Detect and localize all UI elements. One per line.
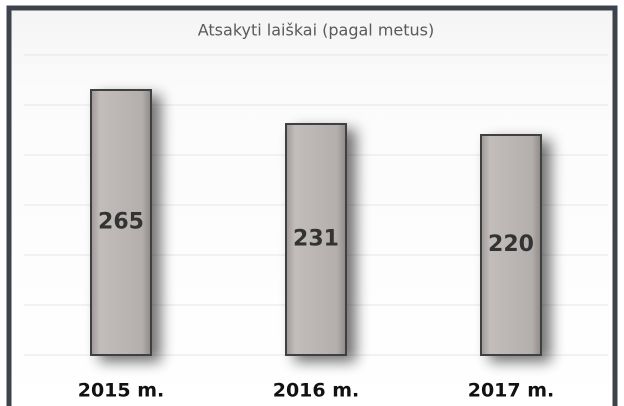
bar: [285, 123, 347, 356]
x-tick-label: 2017 m.: [468, 380, 555, 402]
chart-title: Atsakyti laiškai (pagal metus): [198, 21, 435, 40]
bar: [480, 134, 542, 356]
data-label: 265: [98, 210, 144, 235]
data-label: 220: [488, 232, 534, 257]
x-tick-label: 2015 m.: [78, 380, 165, 402]
data-label: 231: [293, 227, 339, 252]
x-tick-label: 2016 m.: [273, 380, 360, 402]
bar: [90, 89, 152, 356]
